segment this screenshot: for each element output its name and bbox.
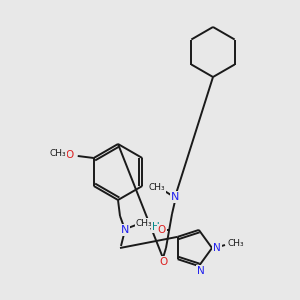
Text: CH₃: CH₃ [228,238,244,247]
Text: O: O [159,257,167,267]
Text: O: O [66,150,74,160]
Text: O: O [158,225,166,235]
Text: CH₃: CH₃ [136,218,152,227]
Text: CH₃: CH₃ [50,148,66,158]
Text: N: N [197,266,205,276]
Text: H: H [152,222,160,232]
Text: CH₃: CH₃ [149,184,165,193]
Text: N: N [121,225,129,235]
Text: N: N [213,243,221,253]
Text: N: N [171,192,179,202]
